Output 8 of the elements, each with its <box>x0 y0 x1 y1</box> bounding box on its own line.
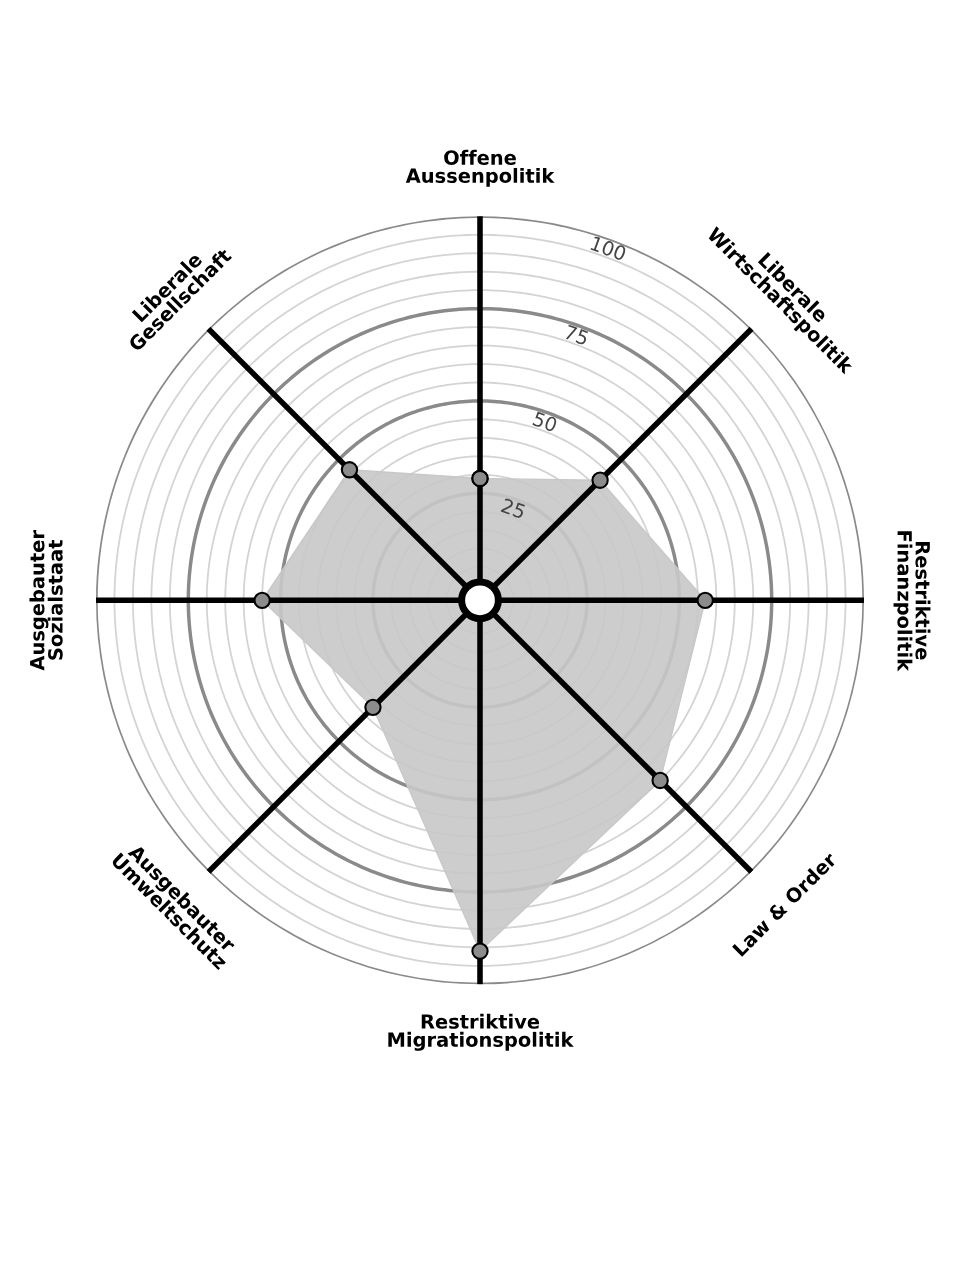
spoke-label: Offene Aussenpolitik <box>405 149 555 187</box>
spoke-label: Restriktive Migrationspolitik <box>388 1013 574 1051</box>
spoke-label: Restriktive Finanzpolitik <box>893 531 931 672</box>
y-tick-label: 100 <box>590 235 627 262</box>
y-tick-label: 25 <box>500 497 526 520</box>
y-tick-label: 50 <box>532 411 558 433</box>
spoke-label: Ausgebauter Sozialstaat <box>29 530 63 671</box>
y-tick-label: 75 <box>563 324 590 346</box>
